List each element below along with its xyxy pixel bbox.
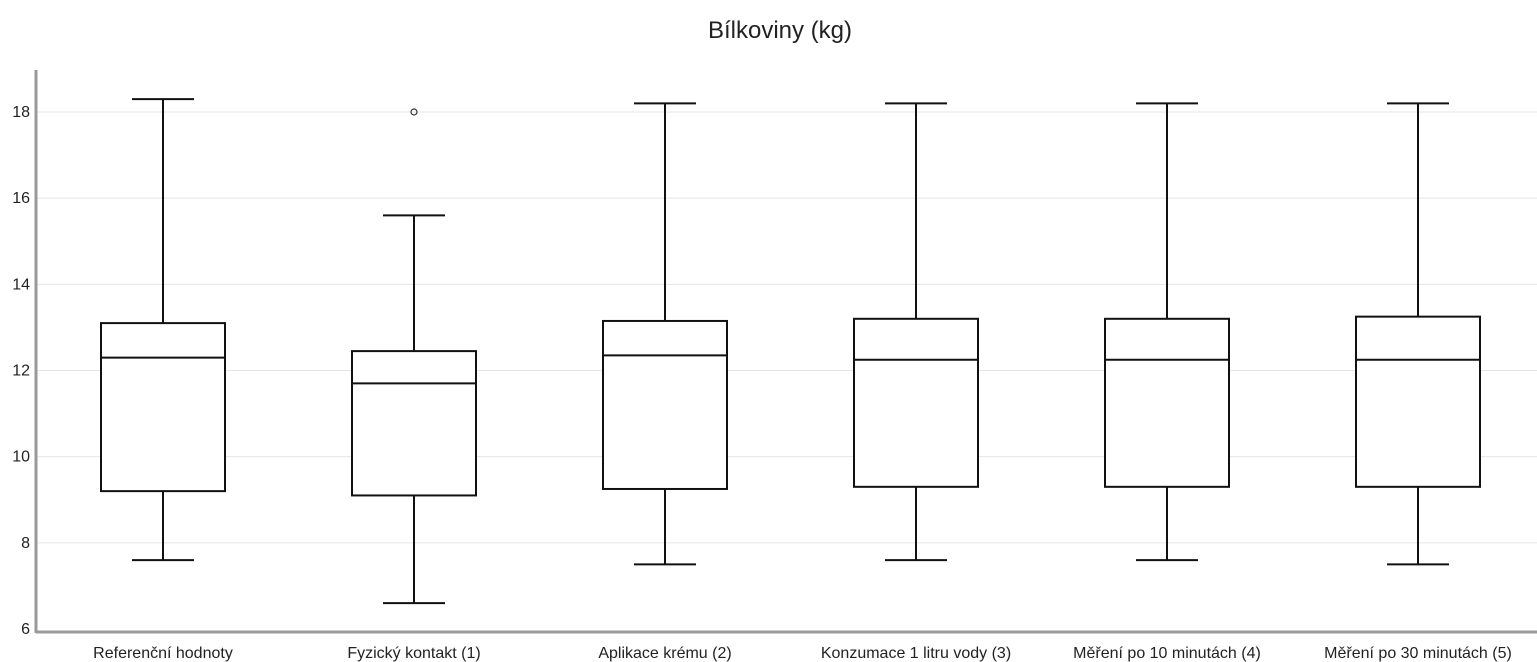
x-tick-label: Konzumace 1 litru vody (3) [821, 645, 1011, 662]
box-0 [100, 98, 226, 562]
outlier-point [410, 108, 418, 116]
axes [34, 70, 1537, 634]
x-axis-labels: Referenční hodnoty Fyzický kontakt (1) Apl… [93, 645, 1512, 662]
box-1 [351, 108, 477, 605]
box-2 [602, 102, 728, 566]
x-tick-label: Měření po 30 minutách (5) [1324, 645, 1512, 662]
x-tick-label: Referenční hodnoty [93, 645, 233, 662]
box-3 [853, 102, 979, 562]
chart-title: Bílkoviny (kg) [708, 17, 852, 44]
box-iqr [351, 350, 477, 497]
gridlines [36, 111, 1537, 544]
box-iqr [602, 319, 728, 490]
box-4 [1104, 102, 1230, 562]
box-5 [1355, 102, 1481, 566]
y-tick-label: 8 [21, 535, 30, 552]
y-tick-label: 18 [12, 104, 30, 121]
y-tick-label: 16 [12, 190, 30, 207]
y-axis-ticks: 6 8 10 12 14 16 18 [12, 104, 30, 638]
box-iqr [100, 322, 226, 493]
x-tick-label: Fyzický kontakt (1) [347, 645, 480, 662]
box-iqr [1355, 315, 1481, 488]
x-tick-label: Měření po 10 minutách (4) [1073, 645, 1261, 662]
y-tick-label: 6 [21, 621, 30, 638]
x-tick-label: Aplikace krému (2) [598, 645, 731, 662]
boxes [100, 98, 1481, 605]
box-iqr [1104, 317, 1230, 488]
y-tick-label: 10 [12, 449, 30, 466]
y-tick-label: 14 [12, 276, 30, 293]
box-iqr [853, 317, 979, 488]
y-tick-label: 12 [12, 363, 30, 380]
